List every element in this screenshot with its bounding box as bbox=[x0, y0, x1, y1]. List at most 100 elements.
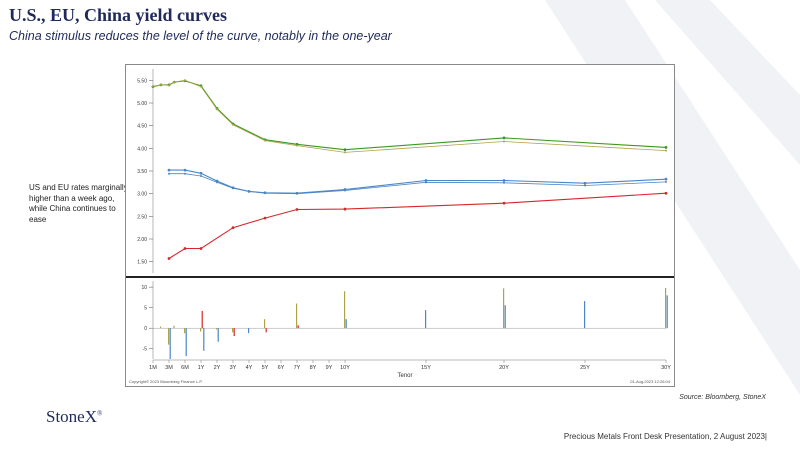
series-point bbox=[344, 189, 346, 192]
x-axis-label: Tenor bbox=[397, 373, 412, 379]
change-bar bbox=[233, 328, 235, 337]
series-point bbox=[664, 146, 668, 149]
series-line bbox=[168, 192, 667, 259]
change-bar bbox=[173, 325, 175, 329]
series-point bbox=[296, 144, 298, 147]
yield-curve-chart: 5.50 5.00 4.50 4.00 3.50 3.00 2.50 2.00 1.50 10 5… bbox=[125, 64, 675, 387]
change-bar bbox=[665, 287, 667, 329]
change-bar bbox=[185, 328, 187, 357]
series-point bbox=[168, 84, 170, 87]
change-bar bbox=[168, 328, 170, 345]
series-line bbox=[169, 169, 667, 194]
series-point bbox=[264, 139, 266, 142]
change-bar bbox=[169, 328, 171, 359]
commentary-note: US and EU rates marginally higher than a… bbox=[29, 183, 128, 224]
series-point bbox=[263, 216, 267, 220]
chart-timestamp: 01-Aug-2023 12:26:04 bbox=[630, 379, 671, 384]
x-tick-label: 4Y bbox=[246, 365, 253, 371]
series-point bbox=[216, 108, 218, 111]
x-tick-label: 15Y bbox=[421, 365, 431, 371]
y-tick-label: 4.50 bbox=[137, 124, 147, 130]
series-point bbox=[200, 174, 202, 177]
change-bar bbox=[216, 328, 218, 330]
series-point bbox=[424, 179, 428, 182]
x-tick-label: 8Y bbox=[310, 365, 317, 371]
y-tick-label: 5 bbox=[144, 306, 147, 312]
y-tick-label: 1.50 bbox=[137, 260, 147, 266]
series-point bbox=[503, 140, 505, 143]
y-tick-label: 3.50 bbox=[137, 169, 147, 175]
series-point bbox=[232, 187, 234, 190]
series-point bbox=[264, 192, 266, 195]
series-point bbox=[664, 191, 668, 195]
x-tick-label: 3Y bbox=[230, 365, 237, 371]
change-bar bbox=[503, 288, 505, 329]
series-point bbox=[231, 226, 235, 230]
change-bar bbox=[297, 325, 299, 329]
series-point bbox=[199, 247, 203, 250]
change-bar bbox=[200, 328, 202, 332]
x-tick-label: 10Y bbox=[340, 365, 350, 371]
series-point bbox=[583, 181, 587, 185]
source-note: Source: Bloomberg, StoneX bbox=[679, 394, 766, 401]
x-tick-label: 25Y bbox=[580, 365, 590, 371]
change-bar bbox=[201, 310, 203, 329]
y-tick-label: 2.50 bbox=[137, 214, 147, 220]
y-tick-label: 2.00 bbox=[137, 237, 147, 243]
change-bar bbox=[248, 328, 250, 334]
series-point bbox=[168, 172, 170, 175]
footer-text: Precious Metals Front Desk Presentation,… bbox=[563, 432, 767, 441]
x-tick-label: 2Y bbox=[214, 365, 221, 371]
change-bar bbox=[184, 328, 186, 334]
yield-curve-svg: 5.50 5.00 4.50 4.00 3.50 3.00 2.50 2.00 1.50 10 5… bbox=[126, 69, 674, 384]
series-point bbox=[584, 184, 586, 187]
series-point bbox=[173, 81, 176, 84]
x-tick-label: 1M bbox=[149, 365, 157, 371]
chart-copyright: Copyright© 2023 Bloomberg Finance L.P. bbox=[129, 379, 203, 384]
x-tick-label: 7Y bbox=[294, 365, 301, 371]
change-bar bbox=[232, 328, 234, 333]
series-point bbox=[502, 201, 506, 205]
change-bar bbox=[203, 328, 205, 351]
y-tick-label: 5.50 bbox=[137, 78, 147, 84]
page-title: U.S., EU, China yield curves bbox=[9, 5, 228, 25]
logo-text: StoneX bbox=[46, 407, 97, 426]
series-line bbox=[169, 173, 667, 195]
change-bar bbox=[217, 328, 219, 342]
x-tick-label: 9Y bbox=[326, 365, 333, 371]
x-tick-label: 3M bbox=[165, 365, 173, 371]
change-bar bbox=[584, 301, 586, 329]
logo-trademark-mark: ® bbox=[97, 409, 103, 418]
series-point bbox=[184, 79, 186, 82]
y-tick-label: 3.00 bbox=[137, 192, 147, 198]
series-point bbox=[216, 181, 218, 184]
series-point bbox=[199, 171, 203, 175]
series-point bbox=[160, 83, 162, 86]
change-bar bbox=[265, 328, 267, 333]
x-tick-label: 6M bbox=[181, 365, 189, 371]
x-tick-label: 6Y bbox=[278, 365, 285, 371]
series-point bbox=[665, 180, 667, 183]
change-bar bbox=[344, 291, 346, 329]
change-bar bbox=[264, 319, 266, 329]
series-point bbox=[200, 85, 202, 88]
x-tick-label: 5Y bbox=[262, 365, 269, 371]
stonex-logo: StoneX® bbox=[46, 407, 102, 427]
x-tick-label: 1Y bbox=[198, 365, 205, 371]
y-tick-label: 0 bbox=[144, 326, 147, 332]
change-bar bbox=[425, 310, 427, 329]
series-point bbox=[343, 148, 347, 152]
y-tick-label: 4.00 bbox=[137, 146, 147, 152]
series-point bbox=[664, 177, 668, 181]
x-tick-label: 20Y bbox=[499, 365, 509, 371]
change-bar bbox=[345, 319, 347, 329]
series-point bbox=[167, 168, 171, 172]
x-tick-label: 30Y bbox=[661, 365, 671, 371]
series-point bbox=[248, 190, 250, 193]
series-point bbox=[502, 136, 506, 140]
change-bar bbox=[160, 326, 162, 329]
change-bar bbox=[504, 305, 506, 329]
series-point bbox=[665, 149, 667, 152]
page-subtitle: China stimulus reduces the level of the … bbox=[9, 29, 392, 43]
change-bar bbox=[296, 303, 298, 329]
